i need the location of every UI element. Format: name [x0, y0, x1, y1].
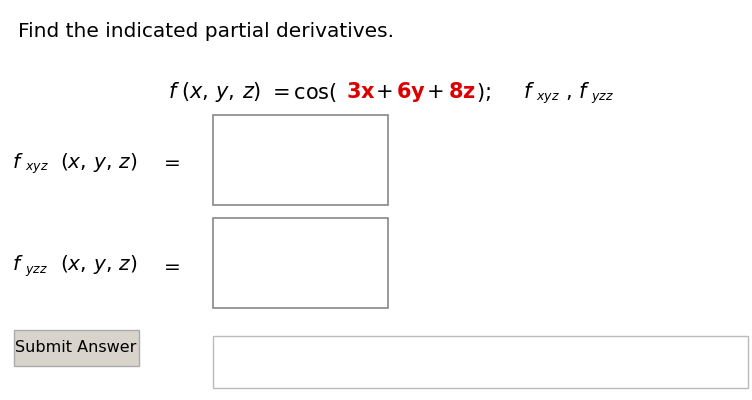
Text: $\mathit{f}$: $\mathit{f}$ [578, 82, 590, 102]
Text: $+$: $+$ [426, 82, 444, 102]
Text: $\mathit{f}$: $\mathit{f}$ [12, 152, 23, 172]
Text: $=$: $=$ [160, 256, 180, 274]
Text: $=$: $=$ [160, 152, 180, 172]
Text: $\mathit{f}$: $\mathit{f}$ [12, 256, 23, 274]
Text: $\mathit{yzz}$: $\mathit{yzz}$ [591, 91, 614, 105]
Bar [213, 115, 388, 205]
Text: $\mathit{(x,\,y,\,z)}$: $\mathit{(x,\,y,\,z)}$ [60, 150, 138, 174]
Text: $\mathit{xyz}$: $\mathit{xyz}$ [536, 91, 560, 105]
Text: $+$: $+$ [375, 82, 393, 102]
Text: $);$: $);$ [476, 80, 491, 104]
Bar [213, 218, 388, 308]
Text: $\mathit{(x,\,y,\,z)}$: $\mathit{(x,\,y,\,z)}$ [181, 80, 262, 104]
Text: Submit Answer: Submit Answer [15, 340, 137, 356]
Text: $\mathbf{6y}$: $\mathbf{6y}$ [396, 80, 426, 104]
Text: $\mathit{xyz}$: $\mathit{xyz}$ [25, 161, 49, 175]
Text: $\mathit{f}$: $\mathit{f}$ [523, 82, 535, 102]
Text: $,$: $,$ [565, 82, 572, 102]
Text: $\mathit{(x,\,y,\,z)}$: $\mathit{(x,\,y,\,z)}$ [60, 254, 138, 276]
Text: $\mathit{f}$: $\mathit{f}$ [168, 82, 180, 102]
Text: $\mathbf{3x}$: $\mathbf{3x}$ [346, 82, 376, 102]
Text: $= \mathrm{cos}($: $= \mathrm{cos}($ [268, 80, 337, 104]
Bar [213, 336, 748, 388]
Bar [14, 330, 139, 366]
Text: Find the indicated partial derivatives.: Find the indicated partial derivatives. [18, 22, 394, 41]
Text: $\mathbf{8z}$: $\mathbf{8z}$ [448, 82, 476, 102]
Text: $\mathit{yzz}$: $\mathit{yzz}$ [25, 264, 48, 278]
